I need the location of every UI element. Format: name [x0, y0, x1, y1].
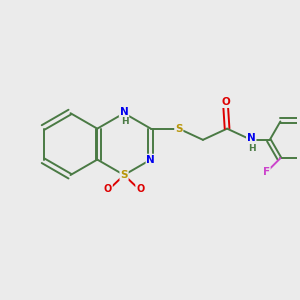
Text: F: F: [263, 167, 270, 177]
Text: N: N: [247, 134, 256, 143]
Text: N: N: [120, 107, 128, 117]
Text: O: O: [221, 97, 230, 107]
Text: H: H: [121, 117, 128, 126]
Text: O: O: [136, 184, 144, 194]
Text: S: S: [175, 124, 182, 134]
Text: N: N: [146, 154, 155, 165]
Text: O: O: [104, 184, 112, 194]
Text: S: S: [120, 170, 128, 180]
Text: H: H: [248, 144, 256, 153]
